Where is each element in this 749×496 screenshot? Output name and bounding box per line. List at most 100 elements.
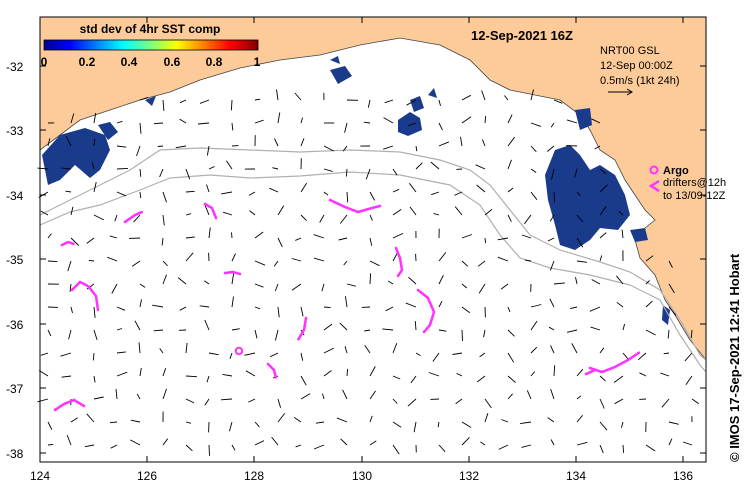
current-vector — [576, 237, 584, 248]
current-vector — [576, 260, 588, 263]
current-vector — [323, 323, 333, 331]
current-vector — [295, 444, 302, 448]
current-vector — [616, 275, 624, 285]
drifter-track — [416, 288, 436, 334]
current-vector — [599, 255, 603, 262]
colorbar-title: std dev of 4hr SST comp — [80, 22, 221, 36]
current-vector — [204, 280, 210, 285]
drifter-legend: Argo drifters@12h to 13/09-12Z — [648, 165, 726, 202]
current-vector — [107, 256, 118, 262]
current-vector — [438, 329, 447, 332]
current-vector — [599, 184, 609, 193]
current-vector — [645, 280, 650, 285]
current-vector — [497, 256, 509, 262]
current-vector — [70, 237, 80, 246]
drifter-track — [123, 210, 144, 224]
current-vector — [521, 234, 532, 239]
current-vector — [645, 329, 656, 336]
current-vector — [139, 299, 142, 308]
current-vector — [461, 116, 472, 124]
current-vector — [199, 99, 210, 104]
current-vector — [461, 94, 472, 101]
current-vector — [230, 99, 233, 111]
axis-ticks — [39, 17, 706, 462]
current-vector — [157, 145, 164, 147]
current-vector — [185, 398, 195, 404]
bathymetry-contour-shallow — [39, 147, 707, 361]
current-vector — [133, 214, 141, 223]
current-vector — [254, 306, 261, 310]
current-vector — [162, 99, 165, 111]
current-vector — [484, 413, 489, 423]
lat-tick-label: -36 — [6, 318, 24, 332]
drifter-track — [223, 270, 242, 276]
current-vector — [553, 191, 556, 203]
current-vector — [199, 305, 210, 308]
current-vector — [277, 112, 281, 124]
current-vector — [526, 390, 532, 400]
longitude-axis: 124 126 128 130 132 134 136 — [30, 469, 693, 483]
current-vector — [524, 259, 532, 262]
current-vector — [392, 168, 398, 176]
current-vector — [342, 389, 348, 400]
current-vector — [591, 118, 601, 124]
current-vector — [343, 260, 348, 266]
current-vector — [430, 161, 440, 170]
current-vector — [254, 260, 266, 266]
current-vector — [481, 90, 486, 101]
current-vector — [185, 236, 195, 239]
current-vector — [269, 187, 279, 193]
current-vector — [392, 375, 401, 380]
current-vector — [139, 168, 142, 177]
current-vector — [549, 260, 555, 271]
current-vector — [295, 237, 302, 241]
current-vector — [369, 390, 376, 400]
current-vector — [206, 145, 210, 156]
current-vector — [369, 191, 375, 201]
current-vector — [392, 444, 400, 455]
current-vector — [682, 441, 693, 446]
current-vector — [273, 260, 279, 267]
current-vector — [576, 368, 584, 377]
current-vector — [254, 283, 264, 288]
current-vector — [323, 145, 334, 152]
current-vector — [413, 421, 417, 433]
current-vector — [70, 306, 73, 314]
current-vector — [691, 398, 699, 404]
current-vector — [507, 306, 511, 313]
current-vector — [620, 421, 624, 428]
current-vector — [574, 168, 578, 178]
current-vector — [323, 347, 335, 354]
drifter-track — [203, 202, 218, 220]
current-vector — [344, 122, 348, 133]
current-vector — [47, 138, 51, 147]
current-vector — [622, 323, 626, 331]
current-vector — [476, 184, 486, 193]
scale-label: 0.5m/s (1kt 24h) — [600, 75, 679, 87]
drifter-track — [394, 246, 404, 278]
current-vector — [185, 375, 197, 378]
current-vector — [139, 191, 142, 199]
current-vector — [599, 232, 607, 239]
sst-variance-patch — [398, 112, 422, 136]
drifter-track — [588, 350, 642, 374]
current-vector — [345, 168, 348, 177]
current-vector — [431, 191, 440, 196]
current-vector — [414, 321, 417, 331]
current-vector — [86, 237, 95, 244]
current-vector — [367, 99, 371, 108]
current-vector — [569, 306, 578, 310]
current-vector — [524, 214, 532, 225]
current-vector — [70, 417, 78, 423]
drifter-track — [328, 198, 382, 214]
current-vector — [484, 116, 487, 124]
current-vector — [323, 168, 333, 172]
current-vector — [88, 259, 95, 262]
current-vector — [300, 352, 304, 361]
current-vector — [663, 352, 670, 355]
current-vector — [438, 141, 449, 147]
current-vector — [162, 214, 165, 226]
current-vector — [109, 235, 118, 239]
drifter-track — [266, 362, 278, 380]
